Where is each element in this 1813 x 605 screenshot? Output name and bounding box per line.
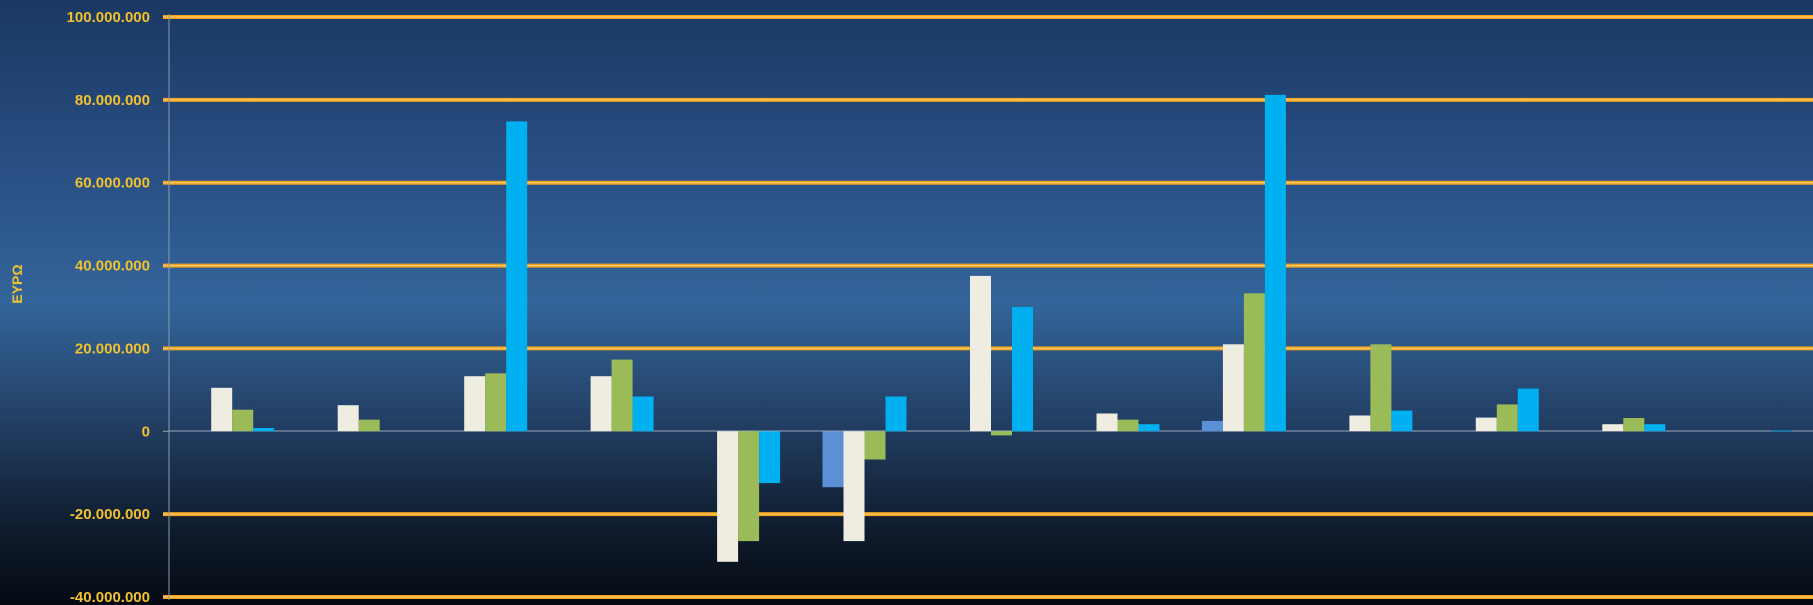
bar	[822, 431, 844, 488]
bar	[1391, 410, 1413, 432]
bar	[885, 396, 907, 432]
bar	[1012, 307, 1033, 432]
bar	[1096, 413, 1118, 432]
y-tick-label: 20.000.000	[75, 340, 150, 357]
bar	[337, 405, 359, 432]
bar	[1644, 424, 1666, 432]
bar	[1517, 388, 1539, 432]
bar	[1623, 418, 1645, 432]
bar	[1264, 94, 1286, 432]
bar	[358, 419, 380, 432]
bar	[1138, 424, 1160, 432]
bar	[1349, 415, 1371, 432]
bar	[991, 431, 1012, 436]
y-tick-label: 100.000.000	[67, 9, 150, 26]
bar	[632, 396, 654, 432]
y-tick-labels: 100.000.000 80.000.000 60.000.000 40.000.00…	[67, 9, 150, 605]
bar	[717, 431, 739, 562]
bar	[843, 431, 865, 542]
bar	[485, 373, 507, 432]
bar	[1370, 344, 1392, 432]
bar	[590, 376, 612, 432]
bar	[1117, 419, 1139, 432]
bar	[506, 121, 528, 432]
bar	[1201, 420, 1223, 432]
y-tick-label: 80.000.000	[75, 92, 150, 109]
y-tick-label: 60.000.000	[75, 175, 150, 192]
bar	[211, 387, 233, 432]
y-tick-label: -20.000.000	[70, 506, 150, 523]
bar	[759, 431, 781, 484]
bar	[1475, 417, 1497, 432]
bar	[738, 431, 760, 542]
bar	[464, 376, 486, 432]
bar	[1243, 293, 1265, 432]
bar	[611, 359, 633, 432]
bar	[1602, 424, 1624, 432]
bar	[232, 409, 254, 432]
bar	[1770, 430, 1792, 432]
bar	[864, 431, 886, 460]
bar	[1496, 404, 1518, 432]
bar	[1222, 344, 1244, 432]
y-axis-label: ΕΥΡΩ	[9, 264, 25, 303]
bars	[211, 94, 1792, 562]
y-tick-label: -40.000.000	[70, 589, 150, 605]
y-tick-label: 40.000.000	[75, 258, 150, 275]
bar	[970, 275, 991, 432]
y-tick-label: 0	[142, 423, 150, 440]
bar	[253, 428, 275, 432]
